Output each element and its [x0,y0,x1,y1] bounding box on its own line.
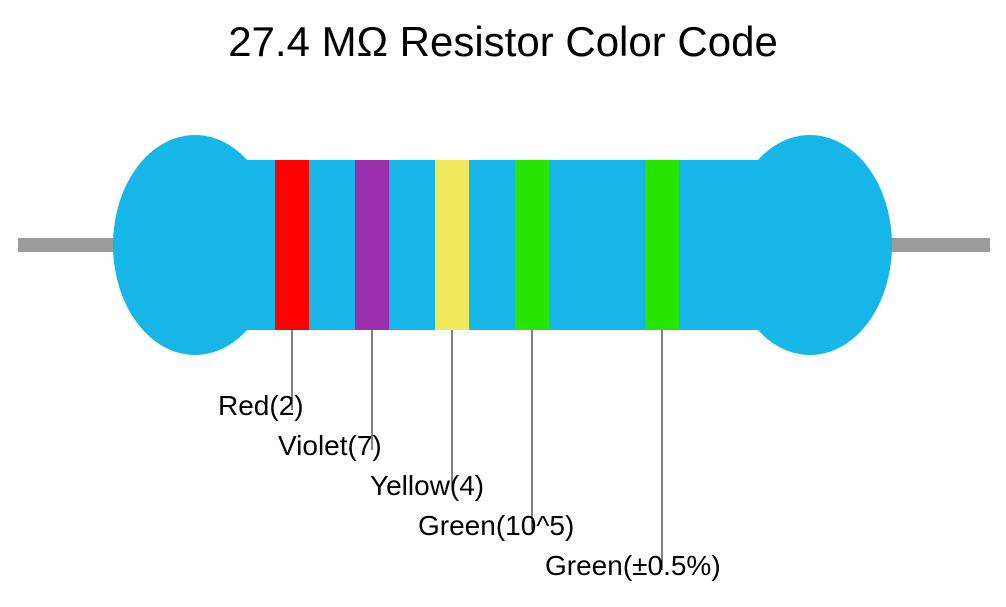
band-5-label: Green(±0.5%) [545,550,721,582]
band-2 [355,160,389,330]
band-5 [645,160,679,330]
band-4 [515,160,549,330]
band-3-label: Yellow(4) [370,470,484,502]
band-2-label: Violet(7) [278,430,382,462]
band-4-label: Green(10^5) [418,510,574,542]
band-1 [275,160,309,330]
band-1-label: Red(2) [218,390,304,422]
band-3 [435,160,469,330]
